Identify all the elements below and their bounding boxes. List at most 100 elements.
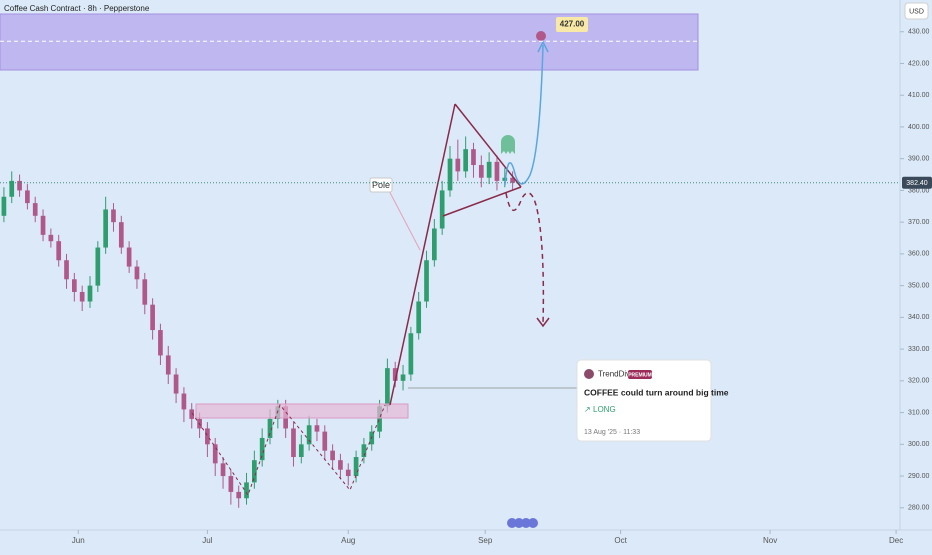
y-tick-label: 330.00: [908, 346, 930, 353]
candle-body: [267, 418, 273, 438]
triangle-lower: [442, 186, 522, 217]
triangle-upper: [454, 103, 522, 188]
candle-body: [48, 234, 54, 242]
idea-timestamp: 13 Aug '25 · 11:33: [584, 429, 640, 436]
bear-arrow: [536, 317, 550, 328]
idea-direction: LONG: [593, 405, 616, 414]
bull-arrow: [537, 40, 549, 53]
currency[interactable]: USD: [909, 8, 924, 15]
candle-body: [40, 215, 46, 235]
author-avatar: [584, 369, 594, 379]
target-icon: [536, 31, 546, 41]
candle-body: [165, 355, 171, 375]
candle-body: [330, 450, 335, 461]
x-tick-label: Dec: [889, 536, 903, 545]
x-tick-label: Sep: [478, 536, 493, 545]
y-tick-label: 340.00: [908, 314, 930, 321]
candle-body: [134, 266, 140, 280]
candle-body: [95, 247, 101, 286]
candle-body: [447, 158, 453, 191]
event-icon[interactable]: [528, 518, 538, 528]
candle-body: [56, 241, 62, 261]
y-tick-label: 410.00: [908, 92, 930, 99]
candle-body: [377, 406, 382, 432]
candle-body: [111, 209, 116, 223]
event-icon[interactable]: [514, 518, 524, 528]
y-tick-label: 370.00: [908, 219, 930, 226]
candle-body: [400, 374, 406, 381]
y-tick-label: 380.00: [908, 187, 930, 194]
candle-body: [259, 437, 265, 461]
y-tick-label: 400.00: [908, 124, 930, 131]
target-zone: [0, 13, 699, 71]
candle-body: [306, 425, 312, 445]
idea-card-box[interactable]: [576, 359, 712, 442]
candle-body: [298, 444, 304, 458]
x-tick-label: Nov: [763, 536, 777, 545]
candle-body: [25, 190, 30, 204]
y-tick-label: 420.00: [908, 60, 930, 67]
candle-body: [142, 279, 148, 305]
badge-box: [628, 370, 652, 379]
candle-body: [32, 203, 38, 216]
candle-body: [471, 149, 476, 166]
idea-title[interactable]: COFFEE could turn around big time: [584, 387, 729, 397]
candle-body: [1, 196, 7, 216]
chart-title: Coffee Cash Contract · 8h · Pepperstone: [4, 4, 150, 13]
candle-body: [158, 330, 163, 356]
candle-body: [72, 279, 77, 292]
target-label: 427.00: [560, 20, 585, 29]
y-tick-label: 290.00: [908, 473, 930, 480]
y-tick-label: 390.00: [908, 156, 930, 163]
currency-box[interactable]: [904, 2, 929, 20]
event-icon[interactable]: [521, 518, 531, 528]
idea-badge: PREMIUM: [628, 372, 652, 378]
x-tick-label: Aug: [341, 536, 355, 545]
y-tick-label: 350.00: [908, 282, 930, 289]
x-tick-label: Oct: [614, 536, 627, 545]
candle-body: [345, 469, 351, 477]
candle-body: [385, 368, 390, 407]
y-tick-label: 430.00: [908, 29, 930, 36]
y-tick-label: 300.00: [908, 441, 930, 448]
candle-body: [486, 161, 492, 178]
candle-body: [408, 333, 414, 375]
candle-body: [228, 476, 234, 492]
idea-author[interactable]: TrendDiva: [598, 370, 635, 379]
x-tick-label: Jun: [72, 536, 85, 545]
last-price-label: 382.40: [906, 180, 928, 187]
candle-body: [338, 460, 343, 470]
candle-body: [9, 180, 15, 197]
candle-body: [17, 180, 22, 191]
candles: [1, 136, 515, 508]
candle-body: [478, 165, 484, 178]
candle-body: [463, 149, 468, 172]
candle-body: [103, 209, 108, 248]
candle-body: [64, 260, 69, 280]
candle-body: [455, 158, 461, 172]
candle-body: [322, 431, 328, 451]
y-tick-label: 320.00: [908, 378, 930, 385]
event-icon[interactable]: [507, 518, 517, 528]
candle-body: [189, 409, 195, 419]
pole-line: [389, 103, 456, 406]
ghost-icon: [501, 135, 515, 154]
event-icons[interactable]: [507, 518, 538, 528]
candle-body: [416, 301, 422, 334]
candle-body: [150, 304, 155, 331]
y-tick-label: 280.00: [908, 505, 930, 512]
idea-card[interactable]: TrendDiva PREMIUM COFFEE could turn arou…: [576, 359, 729, 442]
candle-body: [291, 428, 296, 458]
pole-pointer: [384, 182, 421, 251]
candle-body: [87, 285, 93, 302]
candle-body: [220, 463, 226, 477]
idea-direction-icon: ↗: [584, 405, 591, 414]
candle-body: [79, 291, 85, 302]
resistance-zone: [195, 403, 409, 419]
pole-label: Pole: [372, 180, 390, 190]
candle-body: [439, 190, 445, 229]
candle-body: [353, 457, 359, 477]
candle-body: [432, 228, 437, 261]
candle-body: [181, 393, 187, 410]
